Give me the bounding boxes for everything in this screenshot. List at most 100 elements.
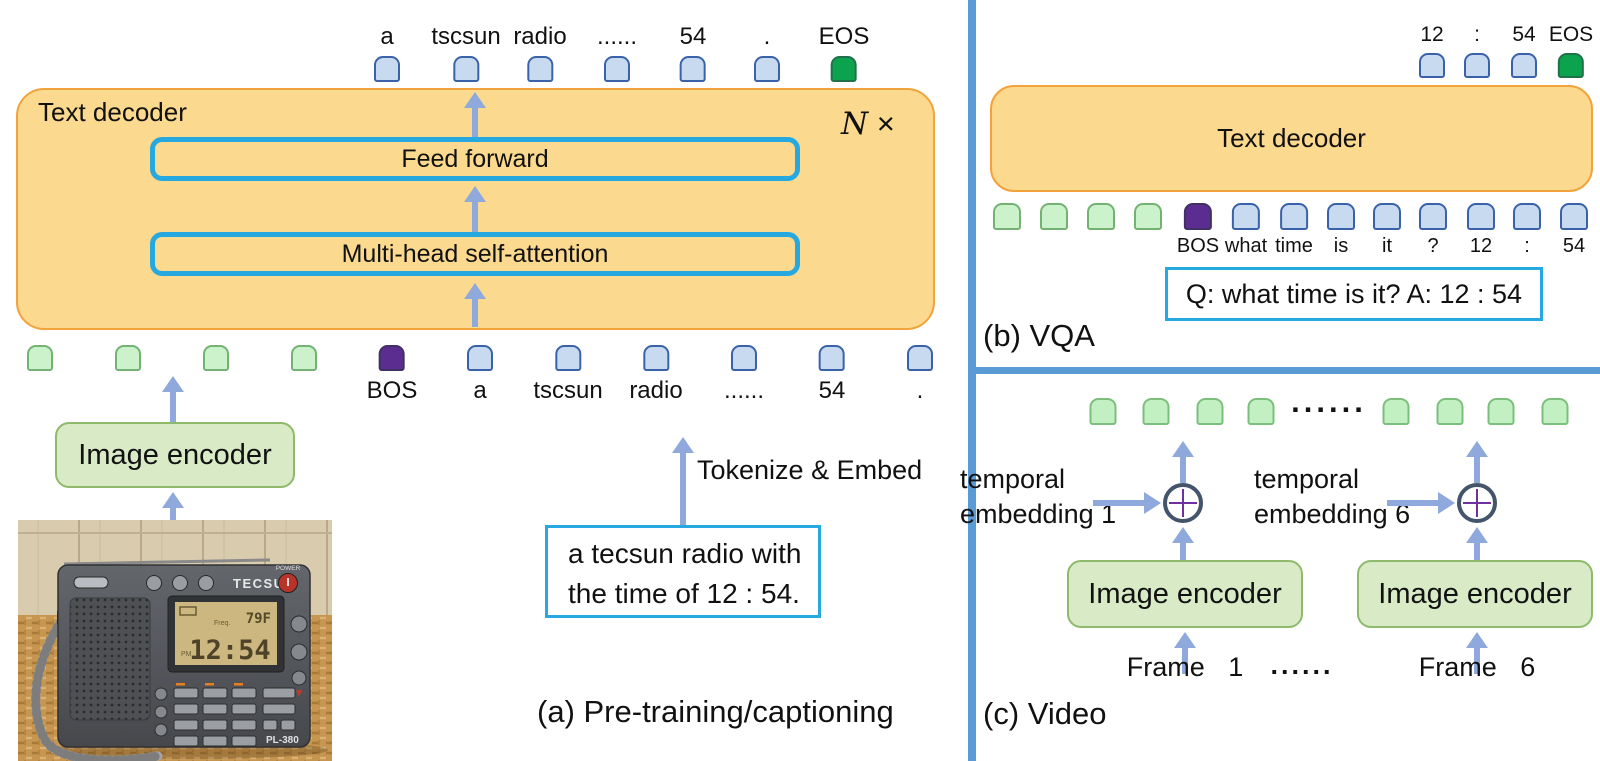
output-token-54: 54 bbox=[680, 22, 706, 82]
token-label: what bbox=[1224, 235, 1268, 257]
output-token-tscsun: tscsun bbox=[431, 22, 501, 82]
video-token bbox=[1541, 398, 1569, 425]
qa-text: Q: what time is it? A: 12 : 54 bbox=[1185, 278, 1523, 309]
vqa-token-12: 12 bbox=[1467, 203, 1495, 257]
lcd-freq-label: Freq. bbox=[214, 620, 230, 627]
vqa-token-54: 54 bbox=[1560, 203, 1588, 257]
video-token-box bbox=[1436, 398, 1464, 425]
temporal-embedding-1-label: temporal embedding 1 bbox=[960, 462, 1116, 532]
text-decoder-title-a: Text decoder bbox=[38, 97, 187, 127]
token-label: a bbox=[473, 377, 487, 404]
arrow-oplus2-to-tokens bbox=[1466, 441, 1488, 483]
input-token-dots: ...... bbox=[724, 345, 764, 405]
token-label: ...... bbox=[723, 377, 765, 404]
arrow-mhsa-to-ff bbox=[464, 186, 486, 232]
text-token bbox=[374, 56, 400, 82]
image-token-box bbox=[1040, 203, 1068, 230]
arrow-image-to-encoder bbox=[162, 492, 184, 522]
radio-photo: TECSUN POWER Freq. 79F PM 12:54 bbox=[18, 520, 332, 761]
video-token bbox=[1142, 398, 1170, 425]
vqa-token-time: time bbox=[1275, 203, 1313, 257]
arrow-oplus1-to-tokens bbox=[1172, 441, 1194, 483]
input-token-period: . bbox=[907, 345, 933, 405]
n-symbol: N bbox=[841, 106, 869, 142]
image-token-box bbox=[27, 345, 53, 371]
text-token bbox=[555, 345, 581, 371]
token-label: 54 bbox=[1512, 23, 1536, 46]
text-token bbox=[1373, 203, 1401, 230]
video-token-box bbox=[1382, 398, 1410, 425]
token-label: a bbox=[380, 23, 394, 50]
output-token-radio: radio bbox=[513, 22, 567, 82]
token-label: . bbox=[763, 23, 771, 50]
image-token-box bbox=[115, 345, 141, 371]
token-label: ...... bbox=[596, 23, 638, 50]
bos-token-box bbox=[379, 345, 405, 371]
text-token bbox=[1419, 53, 1445, 78]
token-label: . bbox=[916, 377, 924, 404]
input-token-tscsun: tscsun bbox=[533, 345, 603, 405]
vqa-token-colon: : bbox=[1513, 203, 1541, 257]
oplus-icon bbox=[1457, 483, 1497, 523]
bos-token-box bbox=[1184, 203, 1212, 230]
image-token bbox=[1040, 203, 1068, 230]
token-label: radio bbox=[513, 23, 567, 50]
token-label: 54 bbox=[818, 377, 846, 404]
frame-6-label: Frame 6 bbox=[1418, 652, 1536, 682]
temporal-line2: embedding 1 bbox=[960, 499, 1117, 529]
image-token-box bbox=[1134, 203, 1162, 230]
image-token bbox=[203, 345, 229, 371]
panel-a-caption: (a) Pre-training/captioning bbox=[537, 694, 894, 729]
oplus-icon bbox=[1163, 483, 1203, 523]
vqa-output-token-eos: EOS bbox=[1549, 22, 1593, 78]
video-token-box bbox=[1487, 398, 1515, 425]
text-token bbox=[818, 345, 845, 371]
image-token-box bbox=[291, 345, 317, 371]
text-token bbox=[1232, 203, 1260, 230]
image-token-box bbox=[993, 203, 1021, 230]
video-token bbox=[1382, 398, 1410, 425]
token-label: : bbox=[1474, 23, 1480, 46]
image-token-box bbox=[203, 345, 229, 371]
times-symbol: × bbox=[876, 106, 895, 141]
mhsa-label: Multi-head self-attention bbox=[341, 239, 609, 268]
text-token bbox=[453, 56, 479, 82]
text-token bbox=[1327, 203, 1355, 230]
token-label: time bbox=[1275, 235, 1313, 257]
token-label: is bbox=[1333, 235, 1349, 257]
token-label: BOS bbox=[1176, 235, 1220, 257]
text-token bbox=[467, 345, 493, 371]
image-encoder-label: Image encoder bbox=[78, 438, 272, 471]
keypad bbox=[154, 683, 296, 747]
feed-forward-box: Feed forward bbox=[150, 137, 800, 181]
text-token bbox=[907, 345, 933, 371]
video-token-box bbox=[1089, 398, 1117, 425]
vertical-divider bbox=[968, 0, 976, 761]
arrow-temporal1-to-oplus bbox=[1093, 492, 1161, 514]
token-label: 12 bbox=[1469, 235, 1493, 257]
feed-forward-label: Feed forward bbox=[401, 144, 549, 173]
panel-b-caption: (b) VQA bbox=[983, 318, 1095, 353]
eos-token bbox=[1557, 53, 1584, 78]
power-label: POWER bbox=[276, 565, 301, 572]
output-token-period: . bbox=[754, 22, 780, 82]
lcd-temp: 79F bbox=[246, 611, 271, 627]
vqa-token-what: what bbox=[1225, 203, 1267, 257]
arrow-tokens-to-mhsa bbox=[464, 283, 486, 327]
bos-token-b: BOS bbox=[1177, 203, 1219, 257]
input-token-a: a bbox=[467, 345, 493, 405]
image-encoder-box-c1: Image encoder bbox=[1067, 560, 1303, 628]
arrow-encoder1-to-oplus bbox=[1172, 527, 1194, 562]
output-token-dots: ...... bbox=[597, 22, 637, 82]
vqa-output-token-colon: : bbox=[1464, 22, 1490, 78]
image-token bbox=[291, 345, 317, 371]
image-encoder-label: Image encoder bbox=[1378, 577, 1572, 610]
text-token bbox=[730, 345, 757, 371]
vqa-token-it: it bbox=[1373, 203, 1401, 257]
vqa-output-token-12: 12 bbox=[1419, 22, 1445, 78]
video-token bbox=[1196, 398, 1224, 425]
horizontal-divider bbox=[968, 367, 1600, 374]
temporal-line1: temporal bbox=[960, 464, 1066, 494]
bos-token-a: BOS bbox=[367, 345, 417, 405]
caption-line-2: the time of 12 : 54. bbox=[568, 578, 800, 609]
